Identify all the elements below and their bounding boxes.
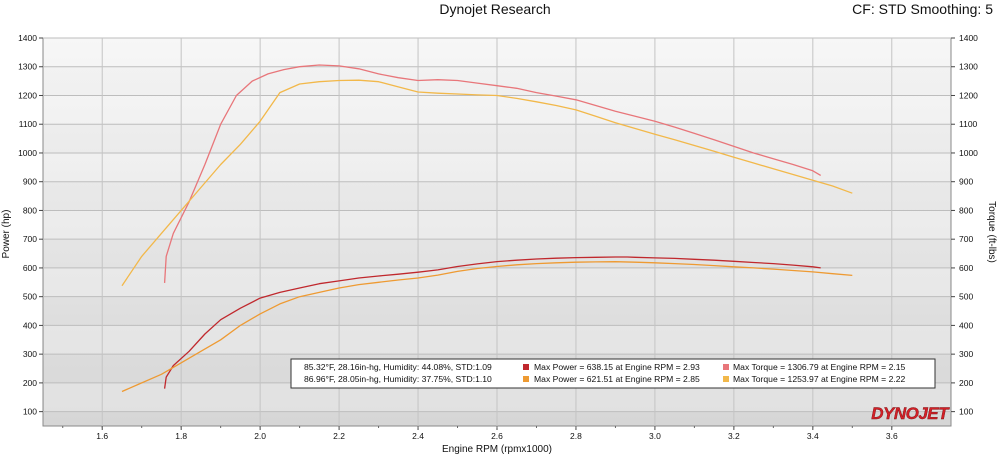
y-tick-label: 900 (23, 177, 37, 187)
y2-tick-label: 300 (959, 349, 973, 359)
chart-title: Dynojet Research (439, 1, 550, 17)
y-tick-label: 800 (23, 205, 37, 215)
y2-tick-label: 1200 (959, 90, 978, 100)
y2-tick-label: 1100 (959, 119, 978, 129)
legend-conditions-2: 86.96°F, 28.05in-hg, Humidity: 37.75%, S… (304, 374, 492, 384)
y2-tick-label: 200 (959, 378, 973, 388)
y-tick-label: 1400 (18, 33, 37, 43)
x-axis-label: Engine RPM (rpmx1000) (442, 444, 552, 455)
series-line-2 (121, 79, 853, 287)
x-tick-label: 1.8 (175, 431, 187, 441)
y-tick-label: 1100 (19, 119, 38, 129)
dynojet-logo: DYNOJET (871, 404, 950, 423)
x-tick-label: 3.2 (728, 431, 740, 441)
series-line-3 (163, 256, 821, 389)
legend-swatch-torque-2 (723, 376, 729, 382)
y2-tick-label: 100 (959, 407, 973, 417)
series-line-4 (121, 261, 853, 393)
y2-tick-label: 600 (959, 263, 973, 273)
legend-torque-1: Max Torque = 1306.79 at Engine RPM = 2.1… (733, 362, 906, 372)
y-tick-label: 100 (23, 407, 37, 417)
grid-lines (43, 37, 951, 426)
x-tick-label: 1.6 (96, 431, 108, 441)
y2-tick-label: 1300 (959, 62, 978, 72)
x-tick-label: 3.4 (807, 431, 819, 441)
x-tick-label: 2.0 (254, 431, 266, 441)
x-tick-label: 2.4 (412, 431, 424, 441)
y-tick-label: 700 (23, 234, 37, 244)
series-line-1 (163, 64, 822, 283)
y-axis-label: Power (hp) (1, 210, 12, 259)
settings-label: CF: STD Smoothing: 5 (852, 1, 993, 17)
legend-power-2: Max Power = 621.51 at Engine RPM = 2.85 (534, 374, 700, 384)
y-tick-label: 400 (23, 320, 37, 330)
series-layer (121, 64, 853, 393)
y-tick-label: 1000 (18, 148, 37, 158)
x-tick-label: 2.6 (491, 431, 503, 441)
legend-swatch-power-1 (523, 364, 529, 370)
legend-swatch-torque-1 (723, 364, 729, 370)
y-tick-label: 1300 (18, 62, 37, 72)
y2-tick-label: 400 (959, 320, 973, 330)
x-tick-label: 3.0 (649, 431, 661, 441)
x-tick-label: 3.6 (886, 431, 898, 441)
y-tick-label: 200 (23, 378, 37, 388)
y2-tick-label: 900 (959, 177, 973, 187)
legend-conditions-1: 85.32°F, 28.16in-hg, Humidity: 44.08%, S… (304, 362, 492, 372)
y-tick-label: 600 (23, 263, 37, 273)
x-tick-label: 2.2 (333, 431, 345, 441)
y-tick-label: 1200 (18, 90, 37, 100)
y2-tick-label: 800 (959, 205, 973, 215)
y2-tick-label: 1000 (959, 148, 978, 158)
x-tick-label: 2.8 (570, 431, 582, 441)
y-tick-label: 300 (23, 349, 37, 359)
y2-tick-label: 500 (959, 292, 973, 302)
legend-torque-2: Max Torque = 1253.97 at Engine RPM = 2.2… (733, 374, 906, 384)
legend-swatch-power-2 (523, 376, 529, 382)
y-tick-label: 500 (23, 292, 37, 302)
y2-axis-label: Torque (ft-lbs) (986, 201, 997, 263)
legend-box: 85.32°F, 28.16in-hg, Humidity: 44.08%, S… (290, 358, 936, 389)
axis-layer: 100 100 200 200 300 300 400 400 500 500 600 600 700 7… (18, 33, 978, 441)
legend-power-1: Max Power = 638.15 at Engine RPM = 2.93 (534, 362, 700, 372)
y2-tick-label: 700 (959, 234, 973, 244)
y2-tick-label: 1400 (959, 33, 978, 43)
